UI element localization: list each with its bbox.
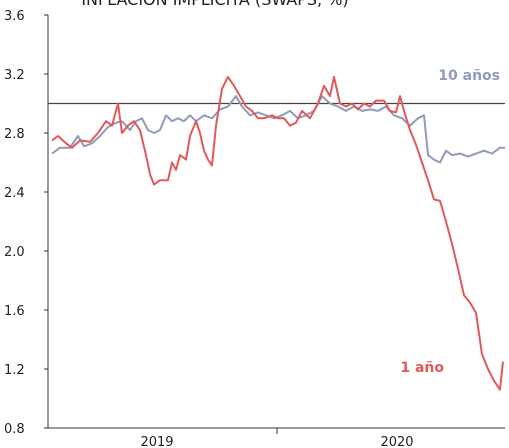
x-tick-label: 2020 — [380, 435, 413, 448]
chart-title: INFLACIÓN IMPLÍCITA (SWAPS, %) — [81, 0, 348, 9]
y-tick-label: 2.4 — [4, 186, 25, 201]
y-tick-label: 1.6 — [4, 304, 25, 319]
x-tick-label: 2019 — [140, 435, 173, 448]
y-tick-label: 3.6 — [4, 9, 25, 24]
series-label: 1 año — [400, 360, 444, 376]
series-line — [51, 75, 504, 391]
series-line — [51, 95, 505, 164]
y-tick-label: 2.8 — [4, 127, 25, 142]
y-tick-label: 3.2 — [4, 68, 25, 83]
y-tick-label: 2.0 — [4, 245, 25, 260]
y-tick-label: 1.2 — [4, 363, 25, 378]
y-tick-label: 0.8 — [4, 422, 25, 437]
series-label: 10 años — [438, 68, 500, 84]
